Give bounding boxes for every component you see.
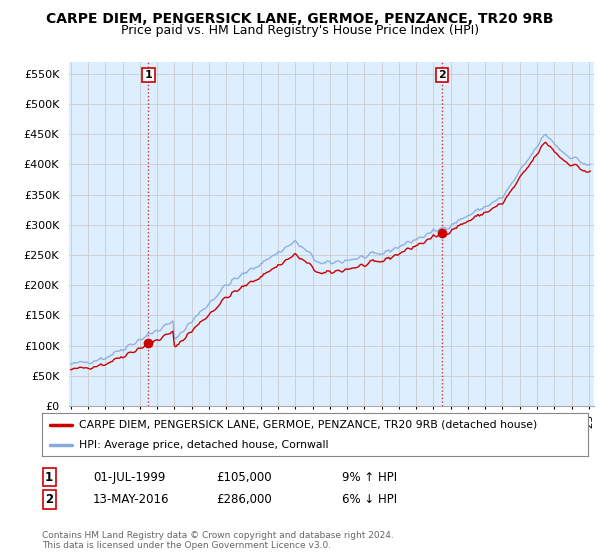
Text: 2: 2	[45, 493, 53, 506]
Text: CARPE DIEM, PENGERSICK LANE, GERMOE, PENZANCE, TR20 9RB: CARPE DIEM, PENGERSICK LANE, GERMOE, PEN…	[46, 12, 554, 26]
Text: £105,000: £105,000	[216, 470, 272, 484]
Text: £286,000: £286,000	[216, 493, 272, 506]
Text: Contains HM Land Registry data © Crown copyright and database right 2024.
This d: Contains HM Land Registry data © Crown c…	[42, 531, 394, 550]
Text: CARPE DIEM, PENGERSICK LANE, GERMOE, PENZANCE, TR20 9RB (detached house): CARPE DIEM, PENGERSICK LANE, GERMOE, PEN…	[79, 419, 538, 430]
Text: 1: 1	[45, 470, 53, 484]
Text: 9% ↑ HPI: 9% ↑ HPI	[342, 470, 397, 484]
Text: 13-MAY-2016: 13-MAY-2016	[93, 493, 170, 506]
Text: HPI: Average price, detached house, Cornwall: HPI: Average price, detached house, Corn…	[79, 440, 329, 450]
Text: 6% ↓ HPI: 6% ↓ HPI	[342, 493, 397, 506]
Text: Price paid vs. HM Land Registry's House Price Index (HPI): Price paid vs. HM Land Registry's House …	[121, 24, 479, 36]
Text: 01-JUL-1999: 01-JUL-1999	[93, 470, 166, 484]
Text: 2: 2	[438, 70, 446, 80]
Text: 1: 1	[145, 70, 152, 80]
